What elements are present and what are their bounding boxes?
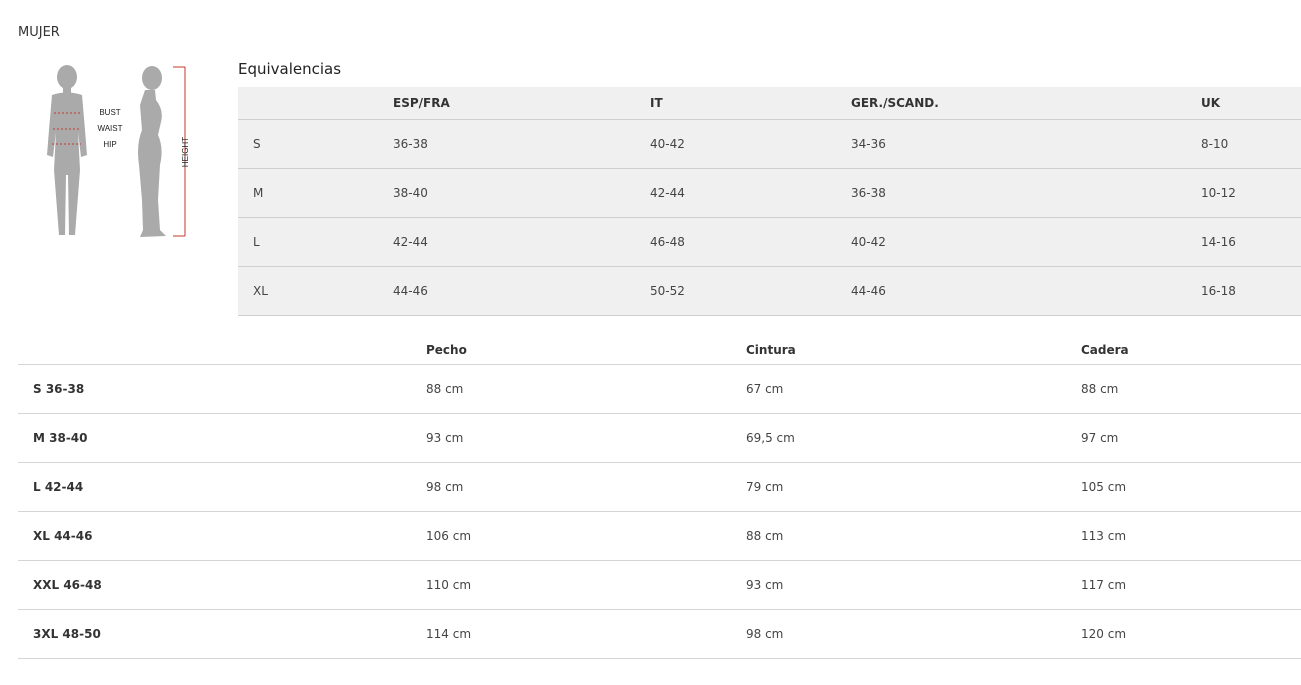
header-cell: ESP/FRA [393, 87, 650, 120]
value-cell: 120 cm [1081, 609, 1301, 659]
measure-lines [52, 112, 81, 145]
table-row: 3XL 48-50 114 cm 98 cm 120 cm [18, 609, 1301, 659]
value-cell: 38-40 [393, 168, 650, 218]
table-row: XXL 46-48 110 cm 93 cm 117 cm [18, 560, 1301, 610]
table-row: XL 44-46 106 cm 88 cm 113 cm [18, 511, 1301, 561]
table-row: S 36-38 88 cm 67 cm 88 cm [18, 364, 1301, 414]
header-cell: Cintura [746, 336, 1081, 365]
value-cell: 36-38 [393, 119, 650, 169]
height-bracket [173, 66, 186, 237]
value-cell: 105 cm [1081, 462, 1301, 512]
value-cell: 16-18 [1201, 266, 1301, 316]
value-cell: 44-46 [393, 266, 650, 316]
header-cell: IT [650, 87, 851, 120]
size-cell: XXL 46-48 [18, 560, 426, 610]
front-silhouette-icon [47, 65, 87, 235]
header-cell [18, 336, 426, 365]
header-cell: GER./SCAND. [851, 87, 1201, 120]
size-cell: M [238, 168, 393, 218]
equivalences-heading: Equivalencias [238, 60, 342, 78]
value-cell: 88 cm [746, 511, 1081, 561]
value-cell: 10-12 [1201, 168, 1301, 218]
table-row: S 36-38 40-42 34-36 8-10 [238, 119, 1301, 169]
value-cell: 110 cm [426, 560, 746, 610]
value-cell: 69,5 cm [746, 413, 1081, 463]
side-silhouette-icon [138, 66, 166, 237]
table-row: M 38-40 93 cm 69,5 cm 97 cm [18, 413, 1301, 463]
value-cell: 46-48 [650, 217, 851, 267]
body-measurement-figure: BUST WAIST HIP HEIGHT [47, 65, 190, 237]
section-title: MUJER [18, 25, 60, 40]
value-cell: 114 cm [426, 609, 746, 659]
header-cell: Pecho [426, 336, 746, 365]
value-cell: 50-52 [650, 266, 851, 316]
value-cell: 67 cm [746, 364, 1081, 414]
table-row: XL 44-46 50-52 44-46 16-18 [238, 266, 1301, 316]
value-cell: 88 cm [1081, 364, 1301, 414]
value-cell: 97 cm [1081, 413, 1301, 463]
measurements-table: Pecho Cintura Cadera S 36-38 88 cm 67 cm 88… [18, 336, 1301, 659]
value-cell: 40-42 [851, 217, 1201, 267]
value-cell: 106 cm [426, 511, 746, 561]
size-cell: M 38-40 [18, 413, 426, 463]
header-cell [238, 87, 393, 120]
table-row: L 42-44 98 cm 79 cm 105 cm [18, 462, 1301, 512]
table-header-row: ESP/FRA IT GER./SCAND. UK [238, 87, 1301, 120]
value-cell: 40-42 [650, 119, 851, 169]
value-cell: 44-46 [851, 266, 1201, 316]
value-cell: 42-44 [650, 168, 851, 218]
value-cell: 88 cm [426, 364, 746, 414]
size-cell: S 36-38 [18, 364, 426, 414]
table-row: L 42-44 46-48 40-42 14-16 [238, 217, 1301, 267]
size-cell: S [238, 119, 393, 169]
hip-label: HIP [103, 140, 116, 149]
height-label: HEIGHT [181, 137, 190, 167]
value-cell: 42-44 [393, 217, 650, 267]
equivalences-table: ESP/FRA IT GER./SCAND. UK S 36-38 40-42 34-… [238, 87, 1301, 316]
size-cell: XL [238, 266, 393, 316]
table-header-row: Pecho Cintura Cadera [18, 336, 1301, 365]
value-cell: 93 cm [426, 413, 746, 463]
value-cell: 98 cm [746, 609, 1081, 659]
value-cell: 79 cm [746, 462, 1081, 512]
size-cell: XL 44-46 [18, 511, 426, 561]
header-cell: Cadera [1081, 336, 1301, 365]
value-cell: 8-10 [1201, 119, 1301, 169]
value-cell: 93 cm [746, 560, 1081, 610]
waist-label: WAIST [97, 124, 122, 133]
size-cell: L 42-44 [18, 462, 426, 512]
value-cell: 34-36 [851, 119, 1201, 169]
header-cell: UK [1201, 87, 1301, 120]
value-cell: 113 cm [1081, 511, 1301, 561]
bust-label: BUST [99, 108, 120, 117]
value-cell: 36-38 [851, 168, 1201, 218]
value-cell: 14-16 [1201, 217, 1301, 267]
value-cell: 98 cm [426, 462, 746, 512]
size-cell: 3XL 48-50 [18, 609, 426, 659]
table-row: M 38-40 42-44 36-38 10-12 [238, 168, 1301, 218]
size-cell: L [238, 217, 393, 267]
value-cell: 117 cm [1081, 560, 1301, 610]
